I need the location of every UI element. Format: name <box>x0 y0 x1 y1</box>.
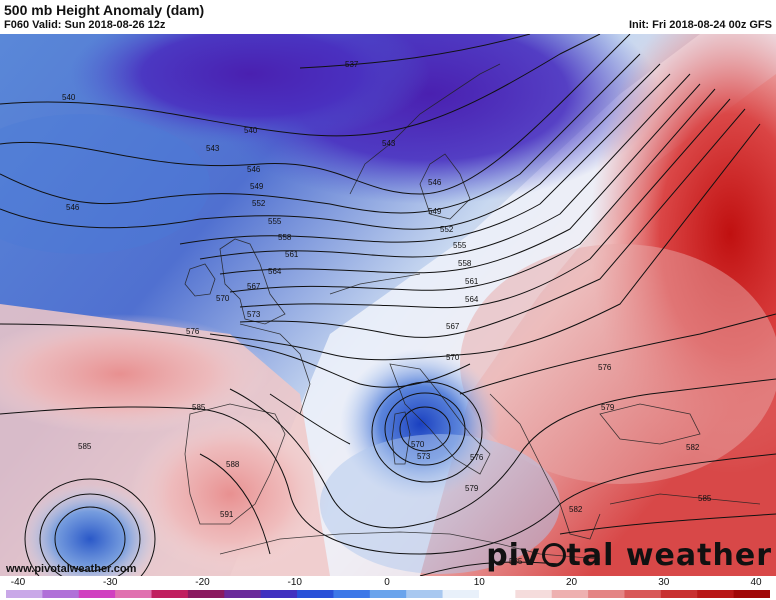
colorbar-tick-label: -40 <box>10 577 26 588</box>
contour-label: 561 <box>465 277 479 286</box>
contour-label: 549 <box>428 207 442 216</box>
colorbar-swatch <box>588 590 625 598</box>
colorbar-swatch <box>515 590 553 598</box>
contour-label: 582 <box>686 443 700 452</box>
contour-label: 576 <box>186 327 200 336</box>
contour-label: 552 <box>252 199 266 208</box>
colorbar-swatch <box>733 590 770 598</box>
colorbar-tick-label: -10 <box>287 577 302 588</box>
site-url: www.pivotalweather.com <box>6 563 137 575</box>
contour-label: 540 <box>244 126 258 135</box>
contour-label: 570 <box>411 440 425 449</box>
brand-o-icon <box>541 542 566 567</box>
contour-label: 537 <box>345 60 359 69</box>
colorbar-swatch <box>78 590 116 598</box>
contour-label: 585 <box>509 557 523 566</box>
contour-label: 546 <box>66 203 80 212</box>
contour-label: 579 <box>601 403 615 412</box>
contour-label: 540 <box>62 93 76 102</box>
brand-logo: piv tal weather <box>486 538 772 573</box>
colorbar-swatch <box>151 590 189 598</box>
contour-label: 546 <box>247 165 261 174</box>
colorbar-tick-label: 30 <box>658 577 670 588</box>
colorbar: -40 -30 -20 -10 0 10 20 30 40 <box>0 576 776 600</box>
contour-label: 591 <box>220 510 234 519</box>
colorbar-swatch <box>260 590 298 598</box>
contour-labels: 537 540 540 543 543 546 546 546 549 549 … <box>62 60 712 566</box>
contour-label: 564 <box>268 267 282 276</box>
colorbar-swatch <box>478 590 516 598</box>
contour-label: 564 <box>465 295 479 304</box>
colorbar-tick-label: 40 <box>750 577 762 588</box>
map-title: 500 mb Height Anomaly (dam) <box>4 2 205 18</box>
contour-label: 549 <box>250 182 264 191</box>
contour-label: 579 <box>465 484 479 493</box>
contour-label: 573 <box>417 452 431 461</box>
colorbar-swatch <box>442 590 480 598</box>
contour-label: 585 <box>78 442 92 451</box>
contour-label: 552 <box>440 225 454 234</box>
colorbar-swatch <box>224 590 262 598</box>
contour-label: 555 <box>453 241 467 250</box>
colorbar-swatch <box>406 590 444 598</box>
contour-label: 546 <box>428 178 442 187</box>
contour-label: 582 <box>569 505 583 514</box>
colorbar-swatch <box>551 590 589 598</box>
colorbar-swatch <box>333 590 371 598</box>
contour-label: 570 <box>446 353 460 362</box>
contour-label: 576 <box>598 363 612 372</box>
contour-label: 558 <box>458 259 472 268</box>
colorbar-swatch <box>297 590 334 598</box>
contour-label: 567 <box>446 322 460 331</box>
colorbar-swatch <box>624 590 662 598</box>
contour-label: 543 <box>382 139 396 148</box>
init-time: Init: Fri 2018-08-24 00z GFS <box>628 19 772 31</box>
valid-time: F060 Valid: Sun 2018-08-26 12z <box>4 19 166 31</box>
colorbar-strip <box>6 590 770 598</box>
contour-label: 588 <box>226 460 240 469</box>
contour-label: 561 <box>285 250 299 259</box>
map-header: 500 mb Height Anomaly (dam) F060 Valid: … <box>0 0 776 34</box>
contour-label: 558 <box>278 233 292 242</box>
height-anomaly-map: 537 540 540 543 543 546 546 546 549 549 … <box>0 34 776 576</box>
brand-text-left: piv <box>486 538 541 573</box>
colorbar-swatch <box>6 590 43 598</box>
contour-label: 543 <box>206 144 220 153</box>
colorbar-tick-label: 20 <box>565 577 578 588</box>
contour-label: 555 <box>268 217 282 226</box>
contour-label: 573 <box>247 310 261 319</box>
brand-text-right: tal weather <box>566 538 772 573</box>
colorbar-swatch <box>42 590 80 598</box>
colorbar-swatch <box>187 590 225 598</box>
contour-label: 570 <box>216 294 230 303</box>
colorbar-swatch <box>697 590 735 598</box>
colorbar-tick-label: 0 <box>384 577 390 588</box>
contour-label: 585 <box>698 494 712 503</box>
colorbar-tick-label: -20 <box>195 577 210 588</box>
contour-label: 585 <box>192 403 206 412</box>
colorbar-tick-label: 10 <box>473 577 485 588</box>
height-contours <box>0 34 776 576</box>
contour-label: 567 <box>247 282 261 291</box>
colorbar-swatch <box>369 590 407 598</box>
contour-label: 576 <box>470 453 484 462</box>
colorbar-tick-label: -30 <box>103 577 118 588</box>
colorbar-swatch <box>115 590 153 598</box>
colorbar-swatch <box>660 590 698 598</box>
